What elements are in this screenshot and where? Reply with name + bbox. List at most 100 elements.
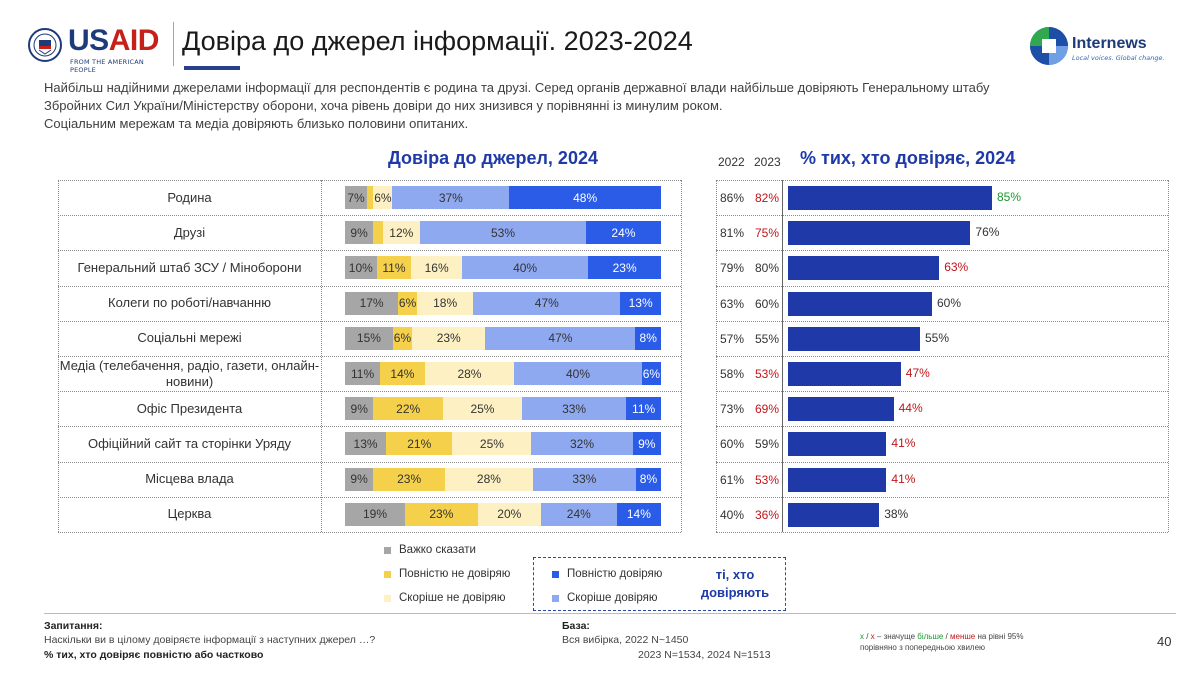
bar-segment-fully-distrust: 22% [373, 397, 443, 421]
trust-value-label: 41% [891, 436, 916, 451]
page-number: 40 [1157, 634, 1172, 649]
prev-2023-value: 80% [754, 261, 780, 276]
bar-segment-rather-distrust: 28% [424, 362, 515, 385]
trust-bar [788, 432, 887, 457]
sig-less: менше [950, 632, 976, 641]
bar-segment-rather-trust: 37% [392, 186, 510, 209]
row-divider [716, 285, 1168, 287]
bar-segment-hard-to-say: 10% [345, 256, 377, 280]
legend-label: Скоріше не довіряю [399, 592, 506, 604]
row-divider [58, 532, 681, 533]
bar-segment-hard-to-say: 15% [345, 326, 393, 350]
bar-segment-fully-trust: 11% [626, 397, 661, 421]
title-separator [173, 22, 174, 66]
significance-note: x / x – значуще більше / менше на рівні … [860, 632, 1024, 652]
bar-segment-rather-distrust: 16% [411, 256, 462, 280]
bar-segment-fully-distrust: 6% [398, 291, 417, 315]
category-label: Соціальні мережі [137, 330, 242, 346]
bar-segment-fully-distrust: 6% [392, 326, 413, 350]
prev-2023-value: 82% [754, 191, 780, 205]
bar-segment-fully-distrust [367, 186, 374, 209]
prev-2022-value: 57% [719, 331, 745, 346]
row-divider [58, 496, 681, 498]
row-divider [58, 356, 681, 357]
row-divider [58, 391, 681, 393]
trust-value-label: 38% [884, 506, 909, 521]
trust-value-label: 47% [905, 366, 930, 380]
bar-segment-rather-trust: 53% [420, 221, 586, 245]
question-text: Наскільки ви в цілому довіряєте інформац… [44, 634, 376, 646]
usaid-logo: USAID FROM THE AMERICAN PEOPLE [28, 22, 168, 74]
intro-line-1: Найбільш надійними джерелами інформації … [44, 80, 990, 95]
row-divider [716, 532, 1168, 533]
prev-2022-value: 73% [719, 402, 745, 417]
prev-2022-value: 81% [719, 226, 745, 241]
bar-segment-fully-trust: 8% [635, 467, 661, 491]
bar-segment-rather-trust: 33% [532, 467, 636, 491]
row-divider [58, 285, 681, 287]
prev-2023-value: 75% [754, 226, 780, 241]
bar-segment-rather-trust: 33% [521, 397, 627, 421]
legend-item-hard-to-say: Важко сказати [384, 544, 476, 556]
year-2023-header: 2023 [754, 155, 781, 169]
bar-segment-rather-trust: 47% [473, 291, 621, 315]
intro-line-2: Збройних Сил України/Міністерству оборон… [44, 98, 723, 113]
bar-segment-rather-distrust: 25% [452, 432, 532, 456]
category-label: Місцева влада [145, 471, 234, 487]
legend-group-label: ті, хто довіряють [700, 567, 770, 600]
sig-sep: / [864, 632, 871, 641]
prev-2022-value: 40% [719, 507, 745, 522]
trust-value-label: 41% [891, 471, 916, 486]
intro-line-3: Соціальним мережам та медіа довіряють бл… [44, 116, 469, 131]
sig-x-green: x [860, 632, 864, 641]
sig-part-1: – значуще [874, 632, 918, 641]
trust-value-label: 55% [925, 330, 950, 345]
trust-bar [788, 362, 901, 386]
trust-bar [788, 326, 920, 351]
sig-part-2: на рівні 95% [975, 632, 1024, 641]
bar-segment-fully-distrust [373, 221, 383, 245]
prev-2022-value: 63% [719, 296, 745, 311]
trust-bar [788, 291, 932, 316]
legend-label: Повністю довіряю [567, 568, 663, 580]
bar-segment-hard-to-say: 7% [345, 186, 368, 209]
column-divider [681, 180, 682, 532]
bar-segment-rather-distrust: 12% [382, 221, 421, 245]
sig-x-red: x [870, 632, 875, 641]
bar-segment-fully-distrust: 11% [376, 256, 412, 280]
prev-2022-value: 60% [719, 437, 745, 452]
internews-logo: Internews Local voices. Global change. [1030, 27, 1180, 67]
sig-line-2: порівняно з попередньою хвилею [860, 643, 986, 652]
column-divider [716, 180, 717, 532]
trust-value-label: 76% [975, 225, 1000, 240]
legend-swatch [384, 546, 391, 554]
bar-segment-hard-to-say: 17% [345, 291, 399, 315]
trust-value-label: 60% [937, 295, 962, 310]
row-divider [716, 426, 1168, 428]
row-divider [716, 215, 1168, 217]
bar-segment-rather-trust: 32% [531, 432, 633, 456]
legend-item-fully-distrust: Повністю не довіряю [384, 568, 510, 580]
legend-label: Скоріше довіряю [567, 592, 658, 604]
category-label: Колеги по роботі/навчанню [108, 295, 271, 311]
bar-segment-hard-to-say: 13% [345, 432, 387, 456]
column-divider [58, 180, 59, 532]
category-label: Офіційний сайт та сторінки Уряду [87, 435, 292, 451]
trust-value-label: 44% [898, 401, 923, 416]
bar-segment-hard-to-say: 9% [345, 397, 374, 421]
bar-segment-rather-distrust: 25% [442, 397, 522, 421]
prev-2023-value: 36% [754, 507, 780, 522]
row-divider [58, 461, 681, 463]
bar-segment-fully-trust: 9% [632, 432, 661, 456]
base-line-2: 2023 N=1534, 2024 N=1513 [638, 649, 771, 661]
usaid-wordmark: USAID [68, 24, 159, 57]
trust-bar [788, 467, 887, 492]
internews-tagline: Local voices. Global change. [1072, 54, 1165, 62]
row-divider [58, 215, 681, 217]
prev-2023-value: 60% [754, 296, 780, 311]
base-title: База: [562, 620, 590, 632]
trust-bar [788, 256, 940, 281]
row-divider [716, 180, 1168, 181]
bar-segment-rather-distrust: 23% [412, 326, 486, 350]
category-label: Офіс Президента [136, 400, 243, 416]
